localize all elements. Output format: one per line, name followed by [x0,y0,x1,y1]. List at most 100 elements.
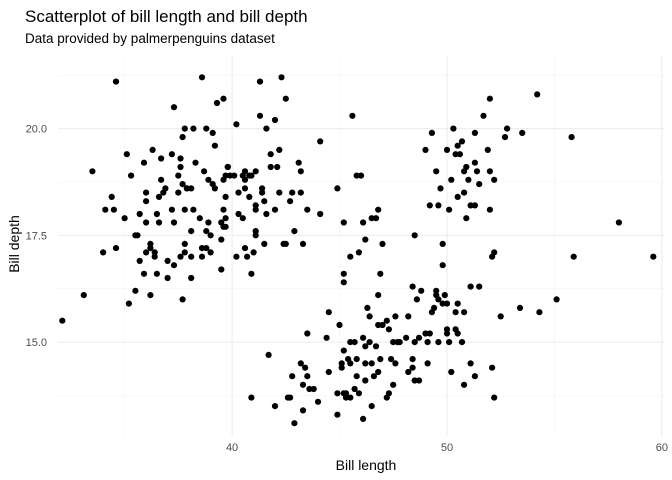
data-point [175,172,182,179]
data-point [198,74,206,81]
data-point [338,360,345,367]
data-point [448,368,455,376]
data-point [439,262,446,269]
data-point [473,168,481,175]
data-point [304,206,311,213]
data-point [347,394,354,401]
data-point [252,232,259,239]
data-point [342,390,350,397]
data-point [192,159,199,166]
data-point [353,373,360,380]
data-point [299,240,307,247]
data-point [390,381,397,388]
data-point [226,172,233,179]
data-point [297,360,304,367]
data-point [248,270,255,277]
data-point [467,202,474,209]
data-point [164,257,171,264]
data-point [519,129,526,136]
data-point [140,159,148,166]
data-point [471,373,478,380]
data-point [368,215,375,222]
data-point [375,292,382,299]
data-point [405,313,412,320]
data-point [411,377,418,384]
data-point [334,411,341,418]
data-point [299,407,307,414]
data-point [267,163,274,171]
data-point [143,189,150,196]
data-point [385,326,392,333]
data-point [132,287,139,294]
data-point [289,189,296,196]
data-point [158,176,165,183]
data-point [295,159,302,166]
data-point [491,249,498,256]
data-point [177,253,184,260]
data-point [372,343,380,350]
data-point [458,339,466,346]
data-point [153,210,160,218]
data-point [392,360,399,367]
data-point [291,420,298,427]
data-point [372,215,380,222]
data-point [235,189,242,196]
data-point [203,245,210,252]
data-point [446,206,453,213]
data-point [405,368,412,376]
y-tick-label: 17.5 [26,230,47,242]
y-axis-ticks: 15.0 17.5 20.0 [26,124,47,349]
x-axis-ticks: 40 50 60 [226,442,668,454]
data-point [396,339,403,346]
x-tick-label: 50 [441,442,453,454]
data-point [265,351,272,358]
data-point [471,129,478,136]
data-point [471,202,478,209]
data-point [170,219,178,226]
data-point [317,138,324,145]
data-point [424,339,431,346]
data-point [489,364,496,371]
data-point [241,185,249,192]
data-point [108,193,115,200]
data-point [471,159,478,166]
data-point [454,300,461,307]
data-point [443,300,451,307]
data-point [256,78,264,85]
data-point [276,146,283,153]
data-point [553,296,560,303]
data-point [190,206,197,213]
data-point [437,185,444,192]
data-point [196,215,203,222]
data-point [222,193,229,200]
data-point [241,245,249,252]
data-point [136,257,143,264]
data-point [480,112,487,119]
data-point [181,240,188,247]
data-point [211,185,218,192]
data-point [484,146,491,153]
data-point [422,146,429,153]
data-point [224,163,231,171]
data-point [351,385,358,393]
data-point [364,304,371,311]
data-point [340,270,347,277]
data-point [439,240,446,247]
x-tick-label: 40 [226,442,238,454]
data-point [461,309,468,316]
data-point [250,249,257,256]
data-point [218,236,225,243]
data-point [390,339,397,346]
data-point [125,300,132,307]
data-point [467,360,474,367]
data-point [403,334,410,341]
data-point [377,356,384,363]
data-point [458,138,466,145]
data-point [218,266,225,273]
data-point [143,219,150,226]
data-point [461,381,468,388]
data-point [446,339,453,346]
chart-title: Scatterplot of bill length and bill dept… [25,7,308,26]
data-point [443,326,451,333]
data-point [476,283,483,290]
